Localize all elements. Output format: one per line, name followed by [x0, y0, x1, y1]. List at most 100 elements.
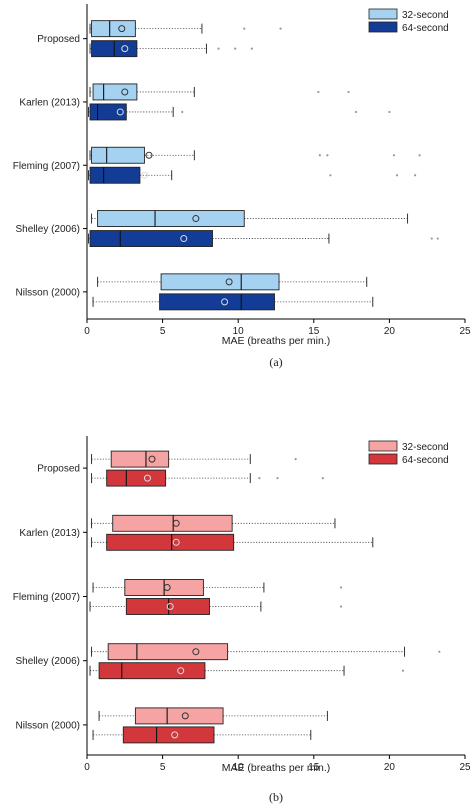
box-32s	[89, 20, 282, 38]
outlier-point	[217, 47, 220, 50]
legend-swatch	[368, 8, 398, 20]
mean-marker	[145, 151, 153, 159]
outlier-point	[279, 27, 282, 30]
legend: 32-second 64-second	[368, 8, 449, 34]
x-tick-label: 20	[384, 762, 396, 773]
iqr-box	[134, 707, 224, 725]
iqr-box	[106, 469, 167, 487]
iqr-box	[91, 20, 136, 38]
box-64s	[88, 230, 439, 248]
outlier-point	[329, 174, 332, 177]
outlier-point	[181, 110, 184, 114]
iqr-box	[98, 662, 206, 680]
x-tick-label: 15	[308, 762, 320, 773]
mean-marker	[116, 108, 124, 116]
box-64s	[89, 598, 343, 615]
outlier-point	[430, 237, 433, 240]
outlier-point	[276, 477, 279, 480]
x-axis-title: MAE (breaths per min.)	[222, 335, 331, 347]
iqr-box	[160, 273, 280, 291]
box-32s	[92, 579, 343, 596]
iqr-box	[89, 230, 213, 248]
mean-marker	[180, 235, 188, 243]
outlier-point	[258, 477, 261, 480]
legend-swatch	[368, 453, 398, 465]
mean-marker	[118, 25, 126, 33]
outlier-point	[321, 477, 324, 480]
category-label: Shelley (2006)	[16, 656, 80, 667]
iqr-box	[89, 103, 127, 121]
x-tick-label: 5	[160, 762, 166, 773]
mean-marker	[192, 215, 200, 223]
box-32s	[91, 450, 297, 468]
chart-panel-a: 0 5 10 15 20 25 MAE (breaths per min.) (a) Propo…	[13, 4, 471, 369]
outlier-point	[317, 90, 320, 94]
legend-label: 64-second	[402, 23, 449, 34]
iqr-box	[110, 450, 170, 468]
box-32s	[91, 643, 441, 661]
category-label: Karlen (2013)	[19, 97, 80, 108]
outlier-point	[339, 605, 343, 608]
box-32s	[89, 83, 350, 101]
category-label: Shelley (2006)	[16, 224, 80, 235]
chart-panel-b: 0 5 10 15 20 25 MAE (breaths per min.) (b) Propo…	[13, 436, 471, 804]
outlier-point	[355, 110, 358, 114]
outlier-point	[392, 154, 396, 157]
mean-marker	[172, 538, 180, 546]
mean-marker	[140, 171, 148, 179]
mean-marker	[121, 88, 129, 96]
panel-caption: (b)	[269, 790, 283, 804]
category-label: Proposed	[37, 34, 80, 45]
outlier-point	[339, 586, 343, 589]
x-axis-title: MAE (breaths per min.)	[222, 762, 331, 774]
mean-marker	[163, 584, 171, 591]
mean-marker	[166, 603, 174, 610]
outlier-point	[395, 174, 399, 177]
mean-marker	[221, 298, 229, 306]
box-64s	[88, 166, 417, 184]
legend-label: 64-second	[402, 455, 449, 466]
iqr-box	[89, 166, 141, 184]
iqr-box	[122, 726, 215, 744]
iqr-box	[106, 533, 235, 551]
outlier-point	[243, 27, 246, 30]
mean-marker	[181, 712, 189, 720]
x-tick-label: 20	[384, 326, 396, 337]
outlier-point	[250, 47, 253, 50]
x-tick-label: 10	[233, 762, 245, 773]
outlier-point	[294, 458, 297, 461]
mean-marker	[177, 667, 185, 675]
box-64s	[91, 469, 324, 487]
x-tick-label: 25	[459, 762, 471, 773]
legend-swatch	[368, 21, 398, 33]
box-32s	[98, 707, 328, 725]
legend-label: 32-second	[402, 442, 449, 453]
iqr-box	[125, 598, 210, 615]
category-label: Proposed	[37, 464, 80, 475]
iqr-box	[112, 514, 233, 532]
x-tick-label: 0	[84, 762, 90, 773]
box-64s	[89, 40, 253, 58]
x-tick-label: 0	[84, 326, 90, 337]
outlier-point	[234, 47, 237, 50]
x-tick-label: 5	[160, 326, 166, 337]
category-label: Karlen (2013)	[19, 528, 80, 539]
iqr-box	[107, 643, 229, 661]
box-64s	[88, 103, 391, 121]
mean-marker	[148, 455, 156, 463]
box-32s	[89, 146, 421, 164]
category-label: Nilsson (2000)	[16, 287, 80, 298]
box-32s	[91, 514, 336, 532]
outlier-point	[418, 154, 421, 157]
outlier-point	[438, 650, 441, 653]
mean-marker	[143, 474, 151, 482]
box-64s	[92, 726, 312, 744]
category-label: Nilsson (2000)	[16, 720, 80, 731]
outlier-point	[414, 174, 417, 177]
mean-marker	[172, 519, 180, 527]
iqr-box	[91, 146, 145, 164]
outlier-point	[318, 154, 321, 157]
iqr-box	[92, 83, 138, 101]
iqr-box	[159, 293, 275, 311]
